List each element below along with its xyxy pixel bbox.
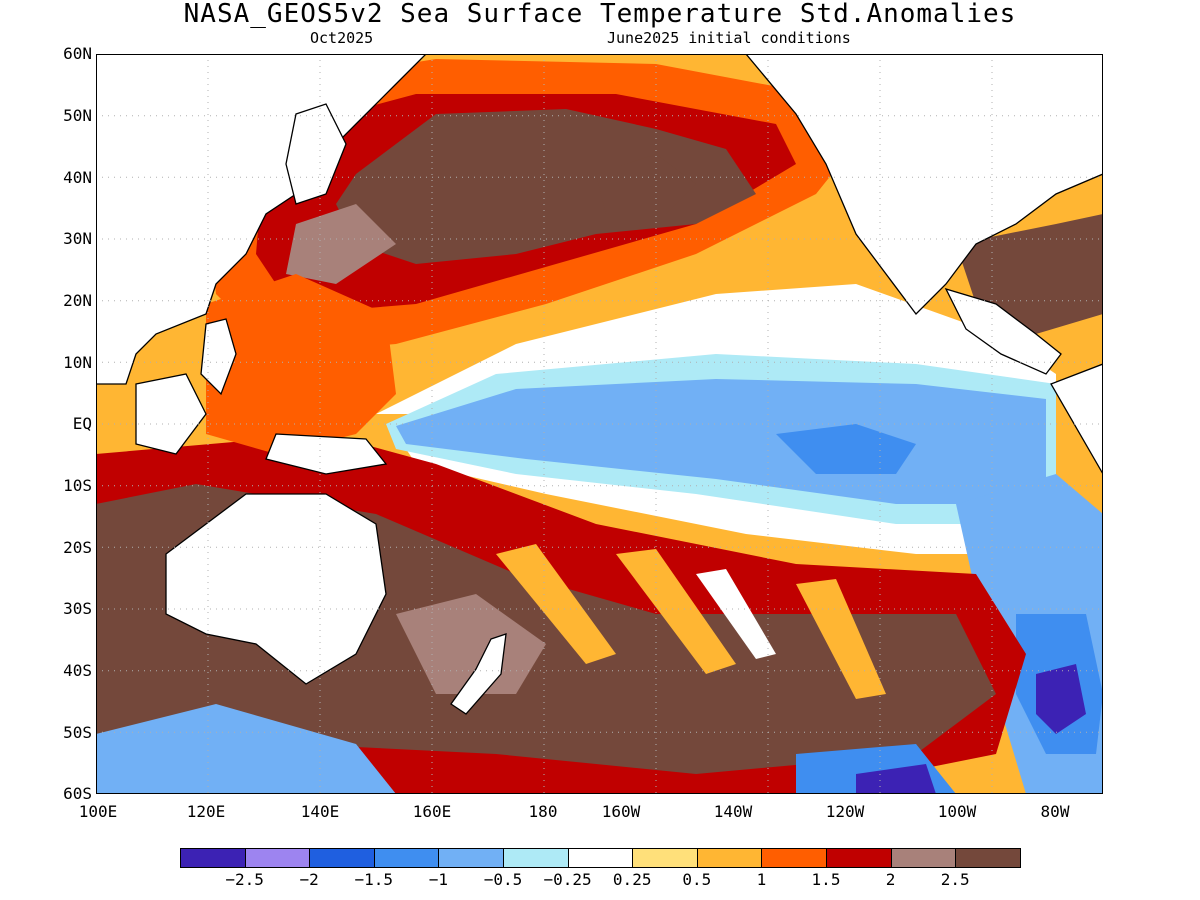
lat-label-40n: 40N <box>63 168 92 187</box>
asia-landmass <box>96 54 427 385</box>
colorbar-tick-label: −2 <box>299 870 319 889</box>
lat-label-60n: 60N <box>63 44 92 63</box>
colorbar-box <box>503 848 569 868</box>
lat-label-30n: 30N <box>63 229 92 248</box>
lat-label-60s: 60S <box>63 784 92 803</box>
borneo-landmass <box>135 373 207 455</box>
map-frame <box>96 54 1103 794</box>
lon-label-100e: 100E <box>78 802 118 821</box>
colorbar-tick-label: −1 <box>428 870 449 889</box>
lat-label-10n: 10N <box>63 353 92 372</box>
north-pacific-extreme-anomaly-3 <box>596 154 696 214</box>
initial-conditions-label: June2025 initial conditions <box>607 29 851 47</box>
central-america-landmass <box>944 287 1062 375</box>
lat-label-10s: 10S <box>63 476 92 495</box>
colorbar-box <box>826 848 892 868</box>
south-america-landmass <box>1050 363 1103 476</box>
southern-ocean-cold-1 <box>96 704 396 794</box>
lat-label-50s: 50S <box>63 723 92 742</box>
lat-label-eq: EQ <box>72 414 92 433</box>
colorbar-box <box>761 848 827 868</box>
colorbar-tick-label: −2.5 <box>225 870 264 889</box>
forecast-month: Oct2025 <box>310 29 374 47</box>
western-pacific-warm-pool <box>206 274 396 454</box>
north-america-landmass <box>745 54 1103 315</box>
north-pacific-extreme-anomaly <box>336 109 756 264</box>
australia-landmass <box>165 493 387 685</box>
new-guinea-landmass <box>265 433 388 475</box>
colorbar-box <box>180 848 246 868</box>
colorbar-tick-label: −1.5 <box>354 870 394 889</box>
north-pacific-extreme-anomaly-2 <box>286 204 396 284</box>
lon-label-180: 180 <box>528 802 558 821</box>
new-zealand-landmass <box>450 633 507 715</box>
colorbar-box <box>890 848 957 868</box>
lon-label-160w: 160W <box>601 802 641 821</box>
colorbar-box <box>373 848 440 868</box>
south-pacific-streak-3 <box>696 569 776 659</box>
colorbar-box <box>955 848 1021 868</box>
colorbar-tick-label: 0.5 <box>682 870 712 889</box>
colorbar-tick-label: 1 <box>756 870 767 889</box>
lat-label-30s: 30S <box>63 599 92 618</box>
colorbar-box <box>632 848 698 868</box>
south-pacific-streak-4 <box>796 579 886 699</box>
lat-label-40s: 40S <box>63 661 92 680</box>
lat-label-20n: 20N <box>63 291 92 310</box>
philippines-landmass <box>200 318 237 396</box>
lat-label-50n: 50N <box>63 106 92 125</box>
colorbar-tick-label: −0.25 <box>543 870 592 889</box>
colorbar-box <box>309 848 375 868</box>
colorbar-tick-label: 0.25 <box>612 870 652 889</box>
east-pacific-extreme-cold <box>1036 664 1086 734</box>
colorbar-tick-label: 2 <box>885 870 896 889</box>
land-masses <box>96 54 1103 715</box>
southern-ocean-cold-3 <box>856 764 936 794</box>
lon-label-80w: 80W <box>1040 802 1070 821</box>
lon-label-140w: 140W <box>713 802 753 821</box>
map-canvas <box>96 54 1103 794</box>
colorbar-tick-label: 2.5 <box>940 870 970 889</box>
south-pacific-streak-1 <box>496 544 616 664</box>
lon-label-120w: 120W <box>825 802 865 821</box>
lon-label-140e: 140E <box>300 802 340 821</box>
lon-label-160e: 160E <box>412 802 452 821</box>
colorbar <box>180 848 1021 868</box>
lon-label-100w: 100W <box>937 802 977 821</box>
sst-anomaly-map <box>96 54 1103 794</box>
colorbar-box <box>438 848 504 868</box>
japan-landmass <box>285 103 347 205</box>
south-pacific-mixed-anomaly <box>396 594 546 694</box>
colorbar-box <box>244 848 311 868</box>
south-pacific-streak-2 <box>616 549 736 674</box>
colorbar-tick-label: 1.5 <box>811 870 841 889</box>
map-title: NASA_GEOS5v2 Sea Surface Temperature Std… <box>183 0 1017 29</box>
lat-label-20s: 20S <box>63 538 92 557</box>
equatorial-cold-core <box>776 424 916 474</box>
colorbar-box <box>567 848 634 868</box>
lon-label-120e: 120E <box>186 802 226 821</box>
colorbar-box <box>696 848 763 868</box>
colorbar-tick-label: −0.5 <box>483 870 523 889</box>
